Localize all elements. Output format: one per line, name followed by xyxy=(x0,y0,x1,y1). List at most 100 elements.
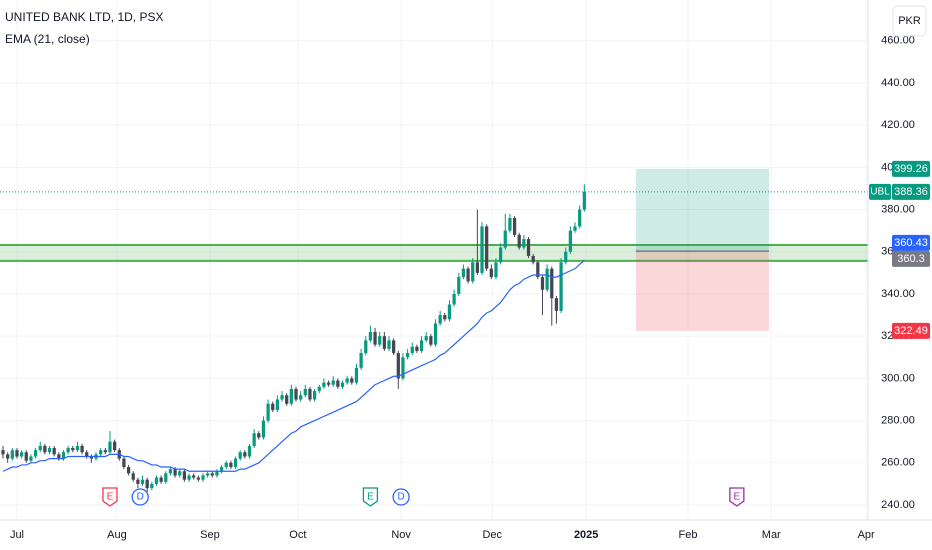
axes: 240.00260.00280.00300.00320.00340.00360.… xyxy=(10,35,930,541)
candle-body xyxy=(410,346,414,354)
candle-body xyxy=(233,458,238,468)
candle-body xyxy=(61,452,66,459)
candle-body xyxy=(71,448,75,451)
candle-body xyxy=(503,230,507,248)
candle-body xyxy=(299,395,303,400)
event-label: E xyxy=(367,492,374,503)
candle-body xyxy=(57,454,61,459)
x-tick-label: Aug xyxy=(107,529,127,541)
y-tick-label: 420.00 xyxy=(881,119,915,131)
candle-body xyxy=(145,479,149,489)
candle-body xyxy=(564,251,568,263)
x-tick-label: Dec xyxy=(482,529,502,541)
price-label-box xyxy=(892,250,930,267)
candle-body xyxy=(540,277,545,290)
candle-body xyxy=(336,380,340,387)
price-label-box xyxy=(892,183,930,200)
candle-body xyxy=(257,433,261,438)
candle-body xyxy=(1,450,5,455)
candle-body xyxy=(498,247,503,263)
candle-body xyxy=(526,239,531,256)
event-marker xyxy=(362,487,379,507)
candle-body xyxy=(512,218,517,235)
candle-body xyxy=(424,336,428,341)
event-label: E xyxy=(734,492,741,503)
candle-body xyxy=(461,268,466,278)
candle-body xyxy=(508,218,512,231)
candle-body xyxy=(480,226,484,273)
candle-body xyxy=(545,268,549,290)
candle-body xyxy=(247,445,252,457)
candle-body xyxy=(382,336,386,349)
candle-body xyxy=(43,445,47,453)
candle-body xyxy=(443,315,447,320)
candle-body xyxy=(350,378,354,383)
candle-body xyxy=(438,315,442,324)
candle-body xyxy=(6,454,10,459)
candle-body xyxy=(326,382,331,385)
price-label: 360.3 xyxy=(897,253,925,265)
candle-body xyxy=(378,336,382,345)
candle-body xyxy=(215,471,219,476)
candle-body xyxy=(531,255,535,263)
event-marker xyxy=(131,488,149,506)
candle-body xyxy=(536,262,540,278)
event-label: D xyxy=(397,492,404,503)
candle-body xyxy=(182,471,187,480)
candle-body xyxy=(275,399,280,411)
candle-body xyxy=(289,388,293,404)
candle-body xyxy=(33,450,38,457)
candle-body xyxy=(303,388,307,396)
candle-body xyxy=(19,452,24,457)
y-tick-label: 340.00 xyxy=(881,288,915,300)
symbol-box xyxy=(869,183,891,200)
candle-body xyxy=(80,445,84,453)
candle-body xyxy=(554,298,559,311)
x-tick-label: Mar xyxy=(762,529,781,541)
candle-body xyxy=(238,452,242,459)
target-area xyxy=(635,168,769,252)
currency-button[interactable] xyxy=(892,5,927,37)
price-label: 322.49 xyxy=(894,325,928,337)
currency-label[interactable]: PKR xyxy=(898,15,921,27)
candle-body xyxy=(224,462,228,468)
x-tick-label: Apr xyxy=(858,529,875,541)
candle-body xyxy=(178,471,182,476)
candle-body xyxy=(108,441,112,453)
candle-body xyxy=(475,262,479,273)
candle-body xyxy=(419,340,424,351)
candle-body xyxy=(131,473,135,480)
x-tick-label: Sep xyxy=(200,529,220,541)
candle-body xyxy=(38,445,42,451)
price-label: 399.26 xyxy=(894,163,928,175)
candle-body xyxy=(578,209,582,227)
candle-body xyxy=(387,340,391,349)
x-tick-label: 2025 xyxy=(574,529,598,541)
candle-body xyxy=(568,230,573,252)
candle-body xyxy=(401,357,405,379)
candle-body xyxy=(252,433,256,446)
candle-body xyxy=(494,262,498,278)
candle-body xyxy=(359,353,363,368)
x-tick-label: Jul xyxy=(10,529,24,541)
candle-body xyxy=(136,479,140,484)
x-tick-label: Oct xyxy=(289,529,306,541)
candle-body xyxy=(271,403,275,411)
candle-body xyxy=(122,458,126,468)
candle-body xyxy=(373,331,377,345)
candle-body xyxy=(317,386,321,392)
candle-body xyxy=(219,467,224,472)
candle-body xyxy=(368,331,373,341)
candle-body xyxy=(24,452,28,461)
price-label: 388.36 xyxy=(894,186,928,198)
y-tick-label: 440.00 xyxy=(881,77,915,89)
candle-body xyxy=(308,388,312,400)
symbol-label: UBL xyxy=(870,187,890,198)
candle-body xyxy=(168,469,173,474)
price-label-box xyxy=(892,234,930,251)
y-tick-label: 380.00 xyxy=(881,203,915,215)
candle-body xyxy=(173,469,177,476)
y-tick-label: 280.00 xyxy=(881,415,915,427)
candle-body xyxy=(415,346,419,351)
